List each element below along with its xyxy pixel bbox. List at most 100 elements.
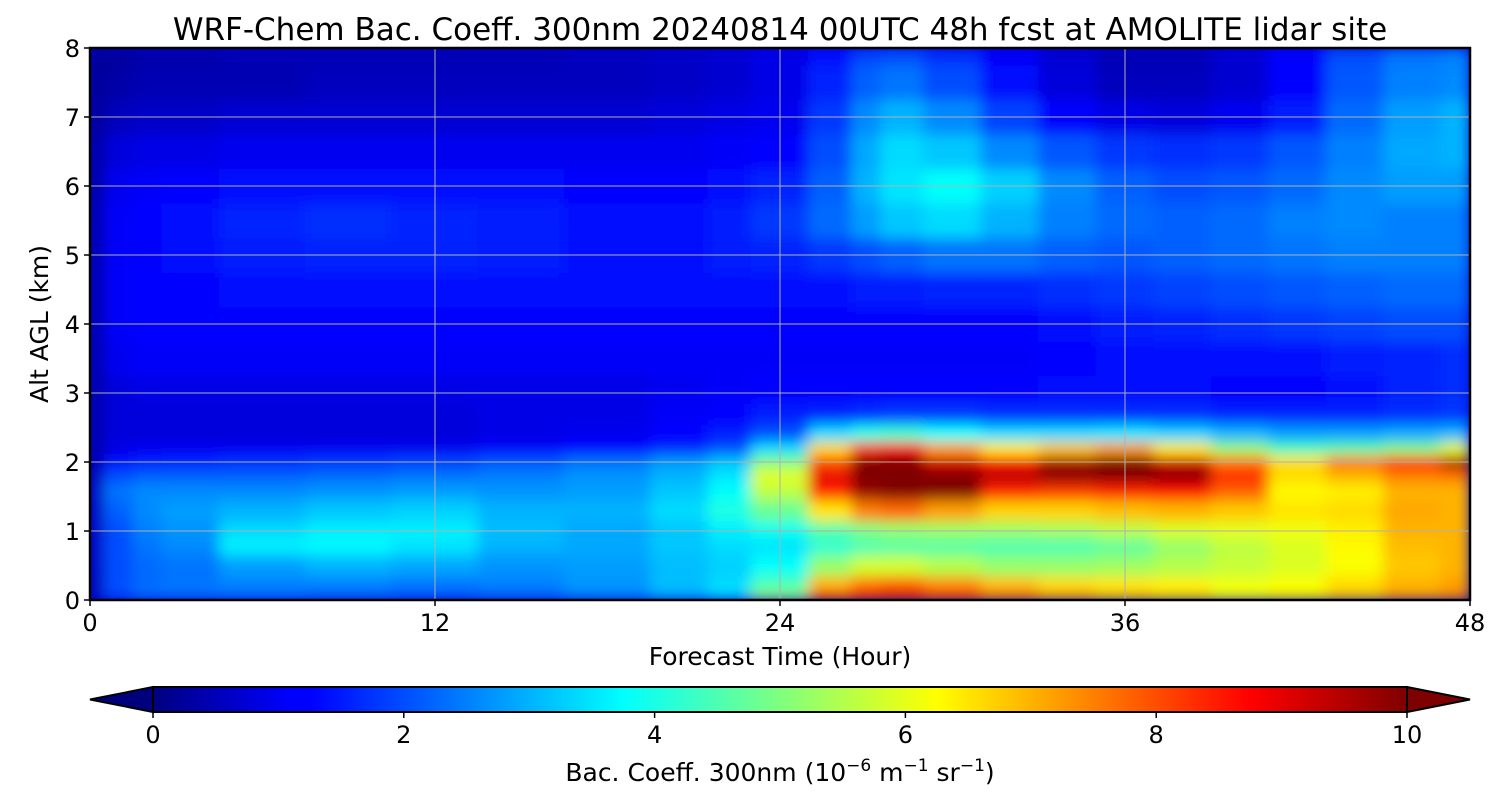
- heatmap-cell: [305, 537, 393, 556]
- x-tick-label: 24: [765, 609, 796, 637]
- heatmap-cell: [880, 375, 925, 404]
- heatmap-cell: [161, 590, 220, 599]
- heatmap-cell: [218, 402, 307, 425]
- heatmap-cell: [880, 402, 925, 425]
- heatmap-cell: [161, 375, 220, 404]
- heatmap-cell: [923, 133, 982, 170]
- heatmap-cell: [1383, 468, 1442, 484]
- heatmap-cell: [1210, 468, 1270, 484]
- heatmap-cell: [1440, 340, 1470, 377]
- heatmap-cell: [851, 423, 882, 442]
- heatmap-cell: [103, 537, 134, 556]
- heatmap-cell: [305, 402, 393, 425]
- heatmap-cell: [1210, 64, 1270, 101]
- heatmap-cell: [218, 440, 307, 456]
- colorbar-label-mid2: sr: [929, 758, 961, 787]
- heatmap-cell: [563, 440, 652, 456]
- heatmap-cell: [132, 537, 163, 556]
- heatmap-cell: [880, 440, 925, 456]
- heatmap-cell: [980, 64, 1040, 101]
- heatmap-cell: [132, 590, 163, 599]
- heatmap-cell: [1038, 482, 1097, 501]
- heatmap-cell: [650, 520, 709, 539]
- heatmap-cell: [305, 271, 393, 308]
- heatmap-cell: [161, 340, 220, 377]
- heatmap-cell: [923, 554, 982, 577]
- heatmap-cell: [563, 271, 652, 308]
- heatmap-cell: [1383, 402, 1442, 425]
- heatmap-cell: [218, 468, 307, 484]
- heatmap-cell: [707, 499, 752, 522]
- heatmap-cell: [923, 590, 982, 599]
- heatmap-cell: [851, 375, 882, 404]
- heatmap-cell: [132, 499, 163, 522]
- heatmap-cell: [103, 271, 134, 308]
- heatmap-cell: [1268, 590, 1327, 599]
- heatmap-cell: [1440, 423, 1470, 442]
- heatmap-cell: [132, 202, 163, 239]
- heatmap-cell: [90, 440, 105, 456]
- heatmap-cell: [477, 575, 565, 592]
- heatmap-cell: [923, 48, 982, 66]
- colorbar-tick-label: 4: [647, 721, 662, 749]
- colorbar-frame: [152, 686, 1408, 713]
- heatmap-cell: [707, 423, 752, 442]
- heatmap-cell: [90, 468, 105, 484]
- heatmap-cell: [1383, 520, 1442, 539]
- heatmap-cell: [103, 590, 134, 599]
- heatmap-cell: [563, 520, 652, 539]
- heatmap-cell: [1383, 440, 1442, 456]
- heatmap-cell: [218, 423, 307, 442]
- heatmap-cell: [650, 48, 709, 66]
- heatmap-cell: [563, 423, 652, 442]
- heatmap-cell: [563, 340, 652, 377]
- heatmap-cell: [161, 440, 220, 456]
- heatmap-cell: [103, 520, 134, 539]
- heatmap-cell: [563, 375, 652, 404]
- heatmap-cell: [161, 468, 220, 484]
- heatmap-cell: [477, 64, 565, 101]
- heatmap-cell: [477, 402, 565, 425]
- heatmap-cell: [1210, 590, 1270, 599]
- heatmap-cell: [707, 575, 752, 592]
- heatmap-cell: [305, 499, 393, 522]
- heatmap-cell: [103, 440, 134, 456]
- heatmap-cell: [1038, 554, 1097, 577]
- heatmap-cell: [808, 440, 853, 456]
- heatmap-cell: [650, 64, 709, 101]
- heatmap-cell: [1440, 537, 1470, 556]
- heatmap-cell: [103, 423, 134, 442]
- heatmap-cell: [305, 468, 393, 484]
- heatmap-cell: [103, 340, 134, 377]
- heatmap-cell: [1038, 590, 1097, 599]
- y-tick-label: 1: [65, 518, 80, 546]
- heatmap-cell: [707, 590, 752, 599]
- heatmap-cell: [90, 202, 105, 239]
- heatmap-cell: [1153, 402, 1212, 425]
- heatmap-cell: [1038, 64, 1097, 101]
- heatmap-cell: [1325, 520, 1385, 539]
- heatmap-cell: [477, 554, 565, 577]
- heatmap-cell: [980, 202, 1040, 239]
- heatmap-cell: [707, 340, 752, 377]
- heatmap-cell: [103, 48, 134, 66]
- heatmap-cell: [1325, 554, 1385, 577]
- heatmap-cell: [218, 499, 307, 522]
- heatmap-cell: [563, 554, 652, 577]
- heatmap-cell: [980, 482, 1040, 501]
- heatmap-cell: [305, 64, 393, 101]
- heatmap-cell: [880, 423, 925, 442]
- heatmap-cell: [707, 520, 752, 539]
- heatmap-cell: [808, 590, 853, 599]
- heatmap-cell: [923, 375, 982, 404]
- heatmap-cell: [305, 375, 393, 404]
- heatmap-cell: [1210, 520, 1270, 539]
- heatmap-cell: [1210, 440, 1270, 456]
- heatmap-cell: [980, 340, 1040, 377]
- heatmap-cell: [1325, 575, 1385, 592]
- heatmap-cell: [305, 423, 393, 442]
- heatmap-cell: [1210, 482, 1270, 501]
- heatmap-cell: [1268, 537, 1327, 556]
- heatmap-cell: [218, 375, 307, 404]
